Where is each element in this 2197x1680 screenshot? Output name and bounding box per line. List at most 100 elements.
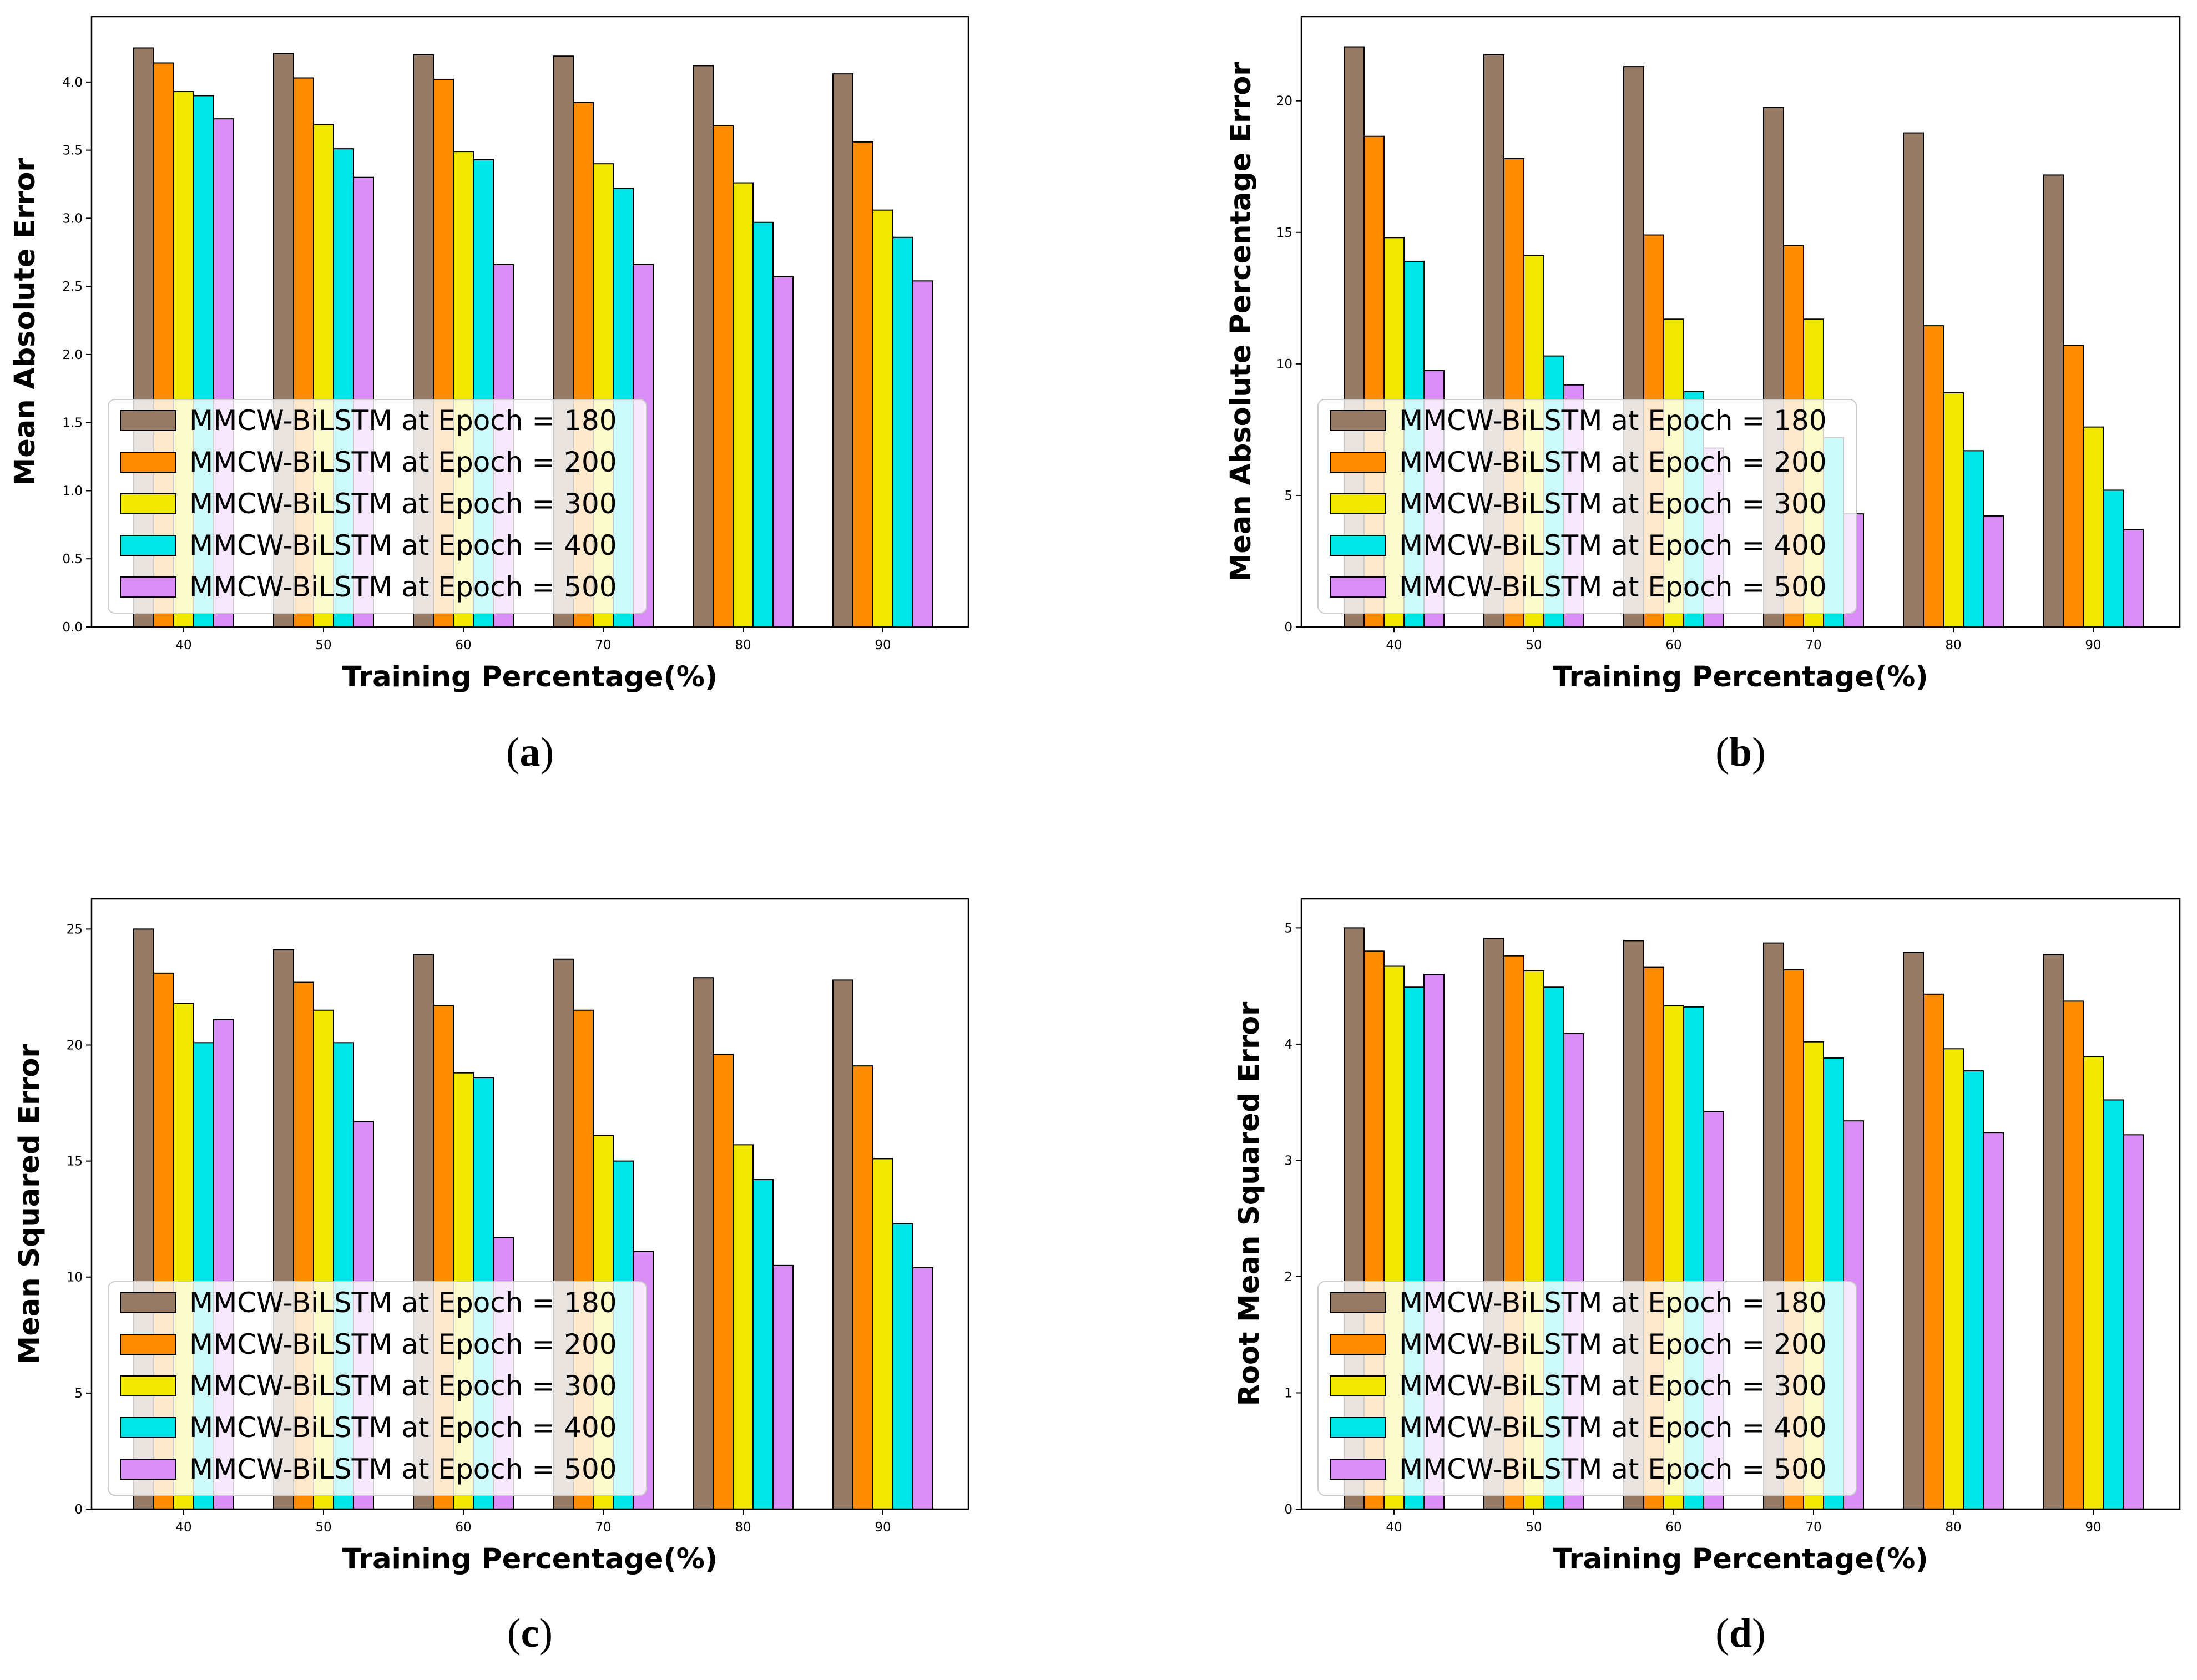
panel-caption-letter: c [521,1611,539,1656]
legend-swatch [120,576,176,598]
bar-b-s1-90 [2043,174,2064,628]
x-tick-label: 70 [595,638,611,652]
legend-entry: MMCW-BiLSTM at Epoch = 300 [189,488,617,520]
bar-c-s5-90 [912,1267,933,1510]
bar-b-s1-80 [1903,132,1924,628]
panel-caption-letter: a [520,730,541,775]
legend-entry: MMCW-BiLSTM at Epoch = 400 [189,1411,617,1444]
y-tick-label: 1.5 [62,416,83,431]
y-tick-label: 15 [1276,226,1292,240]
bar-d-s2-90 [2063,1000,2084,1510]
y-tick-label: 25 [67,922,83,937]
plot-frame [90,16,969,628]
y-tick-label: 3 [1284,1153,1292,1168]
legend: MMCW-BiLSTM at Epoch = 180 MMCW-BiLSTM at… [1317,1281,1857,1496]
bar-c-s4-80 [752,1179,774,1510]
bar-c-s5-80 [772,1264,794,1510]
bar-d-s4-90 [2103,1099,2124,1510]
bar-a-s3-90 [872,209,893,628]
legend-entry: MMCW-BiLSTM at Epoch = 400 [1399,1411,1827,1444]
x-axis-title: Training Percentage(%) [1553,1543,1928,1576]
legend: MMCW-BiLSTM at Epoch = 180 MMCW-BiLSTM at… [108,399,647,614]
legend-entry: MMCW-BiLSTM at Epoch = 180 [189,404,617,437]
legend-swatch [120,1334,176,1355]
bar-c-s1-90 [832,979,853,1510]
x-tick-label: 50 [1526,638,1542,652]
bar-c-s4-90 [892,1223,913,1510]
y-tick-label: 4 [1284,1038,1292,1052]
legend-box [108,1281,647,1496]
bar-a-s1-80 [693,65,714,628]
legend-box [1317,1281,1857,1496]
panel-caption: (c) [507,1611,553,1656]
legend-swatch [120,1459,176,1480]
x-tick-label: 90 [2085,1520,2101,1535]
legend-swatch [1330,452,1386,473]
x-tick-label: 70 [1805,1520,1821,1535]
y-axis-title: Mean Absolute Error [9,158,42,485]
y-axis-title: Mean Absolute Percentage Error [1225,62,1257,582]
legend-entry: MMCW-BiLSTM at Epoch = 500 [1399,1453,1827,1485]
x-tick-label: 60 [455,1520,471,1535]
y-tick-label: 2.0 [62,348,83,362]
bar-d-s1-90 [2043,954,2064,1510]
y-tick-label: 10 [67,1271,83,1285]
x-tick-label: 80 [1945,638,1961,652]
y-tick-label: 1 [1284,1386,1292,1400]
legend-entry: MMCW-BiLSTM at Epoch = 300 [1399,488,1827,520]
panel-caption: (b) [1715,730,1765,775]
legend-entry: MMCW-BiLSTM at Epoch = 180 [1399,404,1827,437]
legend-entry: MMCW-BiLSTM at Epoch = 500 [189,571,617,603]
legend-entry: MMCW-BiLSTM at Epoch = 180 [1399,1287,1827,1319]
legend-entry: MMCW-BiLSTM at Epoch = 200 [1399,446,1827,478]
x-tick-label: 40 [175,1520,191,1535]
legend-entry: MMCW-BiLSTM at Epoch = 300 [1399,1370,1827,1402]
bar-a-s2-90 [852,141,873,628]
bar-d-s5-90 [2123,1134,2144,1510]
x-tick-label: 90 [875,638,891,652]
panel-caption-letter: b [1729,730,1752,775]
y-tick-label: 1.0 [62,484,83,498]
bar-c-s2-80 [713,1054,734,1510]
y-tick-label: 3.0 [62,211,83,226]
legend-entry: MMCW-BiLSTM at Epoch = 400 [1399,529,1827,561]
legend-box [108,399,647,614]
x-tick-label: 40 [1386,1520,1402,1535]
x-tick-label: 50 [1526,1520,1542,1535]
legend-swatch [1330,1292,1386,1313]
legend-entry: MMCW-BiLSTM at Epoch = 200 [189,1328,617,1360]
legend-box [1317,399,1857,614]
legend-entry: MMCW-BiLSTM at Epoch = 400 [189,529,617,561]
plot-frame [90,898,969,1510]
y-tick-label: 10 [1276,357,1292,372]
legend: MMCW-BiLSTM at Epoch = 180 MMCW-BiLSTM at… [108,1281,647,1496]
y-tick-label: 2.5 [62,280,83,294]
y-tick-label: 20 [67,1038,83,1052]
y-tick-label: 15 [67,1155,83,1169]
y-tick-label: 5 [74,1386,83,1401]
chart-panel-b: 0 5 10 15 20 40 50 60 70 80 90 Training Percentage(… [1225,16,2181,775]
legend-swatch [1330,493,1386,514]
bar-a-s3-80 [733,182,754,628]
x-tick-label: 40 [1386,638,1402,652]
x-tick-label: 80 [1945,1520,1961,1535]
legend: MMCW-BiLSTM at Epoch = 180 MMCW-BiLSTM at… [1317,399,1857,614]
y-tick-label: 5 [1284,921,1292,935]
legend-entry: MMCW-BiLSTM at Epoch = 500 [189,1453,617,1485]
legend-swatch [1330,1375,1386,1396]
y-tick-label: 5 [1284,489,1292,503]
bar-a-s5-90 [912,280,933,628]
bar-b-s4-80 [1963,450,1984,628]
y-axis-title: Mean Squared Error [13,1044,46,1364]
bar-c-s3-80 [733,1144,754,1510]
x-tick-label: 50 [315,638,331,652]
bar-b-s5-80 [1983,515,2004,628]
legend-entry: MMCW-BiLSTM at Epoch = 500 [1399,571,1827,603]
legend-swatch [1330,576,1386,598]
bar-d-s3-90 [2083,1056,2104,1510]
bar-b-s5-90 [2123,529,2144,628]
legend-swatch [120,535,176,556]
legend-swatch [120,410,176,431]
x-tick-label: 70 [1805,638,1821,652]
legend-swatch [120,452,176,473]
